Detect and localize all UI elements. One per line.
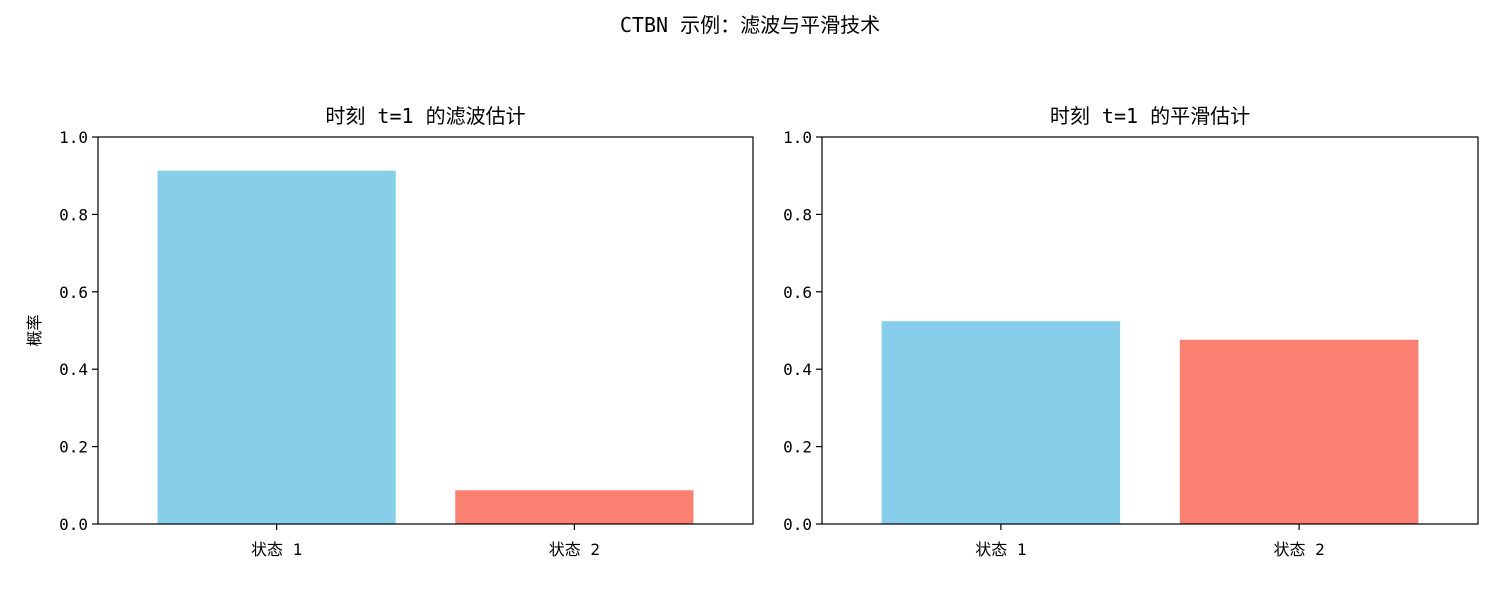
filtering-estimate-panel: 时刻 t=1 的滤波估计 0.0 0.2 0.4 0.6 0.8 1.0 状态 1 状态 2 概率	[25, 104, 754, 559]
bar-1	[157, 170, 396, 524]
y-tick-label: 0.4	[59, 360, 88, 379]
bar-1	[881, 321, 1121, 524]
y-tick-label: 0.4	[783, 360, 812, 379]
figure-title: CTBN 示例：滤波与平滑技术	[620, 13, 880, 37]
bar-2	[455, 490, 694, 524]
x-tick-label: 状态 2	[549, 540, 600, 559]
axes-frame	[821, 136, 1479, 525]
y-tick-label: 0.2	[783, 438, 812, 457]
y-tick-label: 1.0	[59, 128, 88, 147]
y-tick-label: 1.0	[783, 128, 812, 147]
y-tick-label: 0.0	[59, 515, 88, 534]
x-tick-label: 状态 1	[251, 540, 302, 559]
y-tick-label: 0.0	[783, 515, 812, 534]
smoothing-estimate-panel: 时刻 t=1 的平滑估计 0.0 0.2 0.4 0.6 0.8 1.0 状态 1 状态 2	[783, 104, 1479, 559]
x-tick-label: 状态 2	[1273, 540, 1324, 559]
panel-title: 时刻 t=1 的平滑估计	[1050, 104, 1250, 128]
x-tick-label: 状态 1	[975, 540, 1026, 559]
y-tick-label: 0.2	[59, 438, 88, 457]
y-tick-label: 0.6	[59, 283, 88, 302]
bar-2	[1179, 339, 1419, 524]
y-tick-label: 0.8	[59, 205, 88, 224]
panel-title: 时刻 t=1 的滤波估计	[325, 104, 525, 128]
y-tick-label: 0.8	[783, 205, 812, 224]
axes-frame	[97, 136, 754, 525]
y-tick-label: 0.6	[783, 283, 812, 302]
y-axis-label: 概率	[25, 314, 44, 346]
